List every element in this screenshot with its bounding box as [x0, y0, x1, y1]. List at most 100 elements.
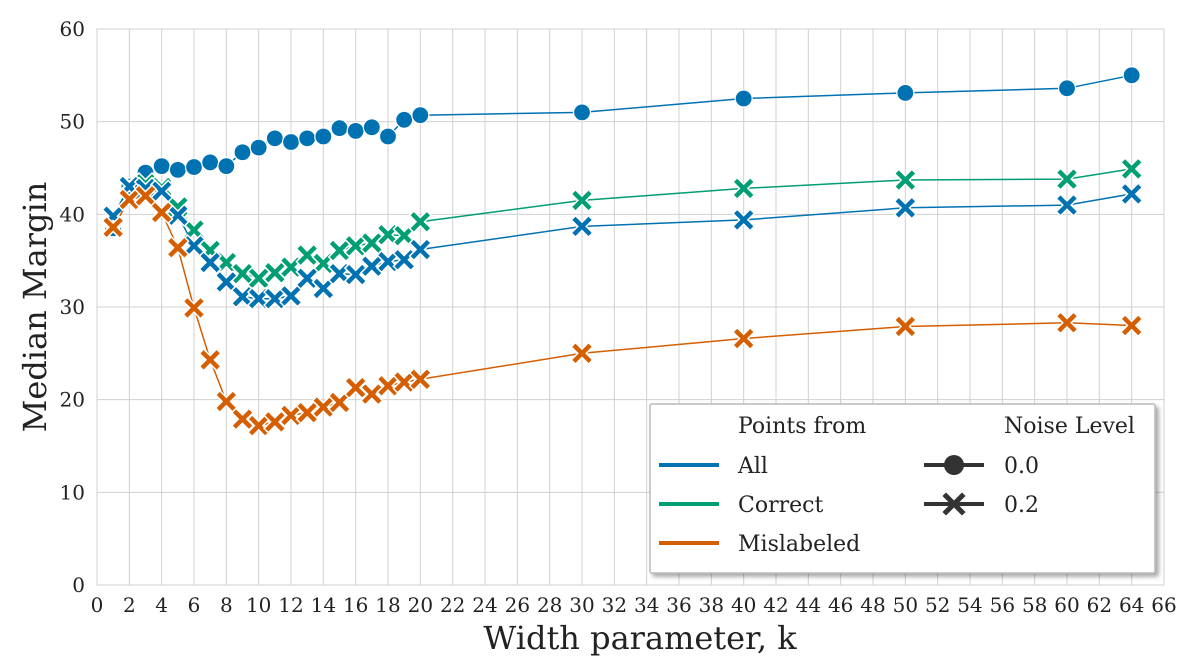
- data-point-x: [295, 243, 319, 267]
- x-axis-title: Width parameter, k: [483, 619, 797, 657]
- data-point-x: [570, 214, 594, 239]
- grid: [96, 28, 1165, 586]
- data-point-x: [279, 284, 303, 308]
- y-tick-label: 20: [60, 388, 85, 412]
- data-point-circle: [1122, 66, 1141, 85]
- data-point-x: [343, 375, 368, 400]
- x-tick-label: 56: [990, 593, 1015, 617]
- data-point-x: [392, 223, 416, 248]
- data-point-x: [1119, 313, 1144, 338]
- data-point-x: [117, 187, 142, 212]
- data-point-circle: [896, 83, 915, 103]
- data-point-circle: [298, 129, 317, 148]
- axes: Width parameter, k Median Margin 0 2 4 6 8 10…: [16, 17, 1177, 657]
- x-tick-label: 16: [343, 593, 368, 617]
- x-tick-label: 14: [311, 593, 336, 617]
- data-point-x: [570, 188, 594, 213]
- x-tick-label: 60: [1054, 593, 1079, 617]
- data-point-x: [198, 348, 222, 372]
- x-tick-label: 38: [699, 593, 724, 617]
- data-point-x: [360, 382, 384, 406]
- data-point-x: [311, 251, 336, 276]
- legend-label-noise-0: 0.0: [1004, 454, 1039, 479]
- x-tick-label: 2: [123, 593, 136, 617]
- x-tick-label: 8: [220, 593, 233, 617]
- data-point-x: [893, 314, 918, 339]
- data-point-x: [246, 286, 271, 311]
- data-point-x: [893, 168, 918, 192]
- data-point-x: [327, 238, 352, 263]
- data-point-circle: [572, 103, 592, 122]
- x-tick-label: 20: [408, 593, 433, 617]
- x-tick-label: 50: [893, 593, 918, 617]
- data-point-x: [327, 390, 352, 415]
- data-point-x: [230, 285, 255, 309]
- x-tick-label: 0: [91, 593, 104, 617]
- legend-label-mislabeled: Mislabeled: [738, 532, 860, 557]
- x-tick-label: 66: [1151, 593, 1176, 617]
- data-point-circle: [168, 160, 187, 179]
- data-point-circle: [314, 127, 333, 146]
- data-point-x: [295, 400, 319, 425]
- x-tick-label: 18: [375, 593, 400, 617]
- data-point-x: [1055, 193, 1079, 217]
- data-point-x: [408, 209, 433, 234]
- data-point-x: [376, 373, 400, 398]
- data-point-circle: [152, 157, 171, 176]
- data-point-circle: [201, 153, 220, 172]
- series-correct-0-2: [101, 157, 1144, 291]
- data-point-x: [279, 403, 303, 428]
- data-point-x: [295, 266, 319, 291]
- x-tick-label: 6: [188, 593, 201, 617]
- data-point-x: [263, 260, 287, 285]
- legend-box: [649, 403, 1156, 574]
- data-point-x: [230, 261, 255, 286]
- data-point-circle: [217, 157, 236, 176]
- x-tick-label: 22: [440, 593, 465, 617]
- data-point-x: [198, 250, 222, 275]
- data-point-circle: [249, 138, 268, 157]
- x-tick-label: 36: [666, 593, 691, 617]
- data-point-x: [214, 250, 239, 275]
- legend-label-correct: Correct: [738, 493, 823, 518]
- legend-title-points-from: Points from: [738, 414, 866, 439]
- data-point-x: [166, 203, 190, 228]
- data-point-circle: [346, 121, 365, 141]
- data-point-x: [570, 341, 594, 366]
- data-point-x: [408, 367, 433, 392]
- data-point-x: [149, 179, 174, 203]
- data-point-circle: [1057, 79, 1077, 98]
- data-point-x: [263, 286, 287, 311]
- x-tick-label: 34: [634, 593, 659, 617]
- data-point-x: [327, 261, 352, 286]
- y-tick-label: 30: [60, 295, 85, 319]
- y-tick-label: 50: [60, 110, 85, 134]
- data-point-x: [343, 262, 368, 287]
- data-point-x: [392, 247, 416, 272]
- x-tick-label: 4: [155, 593, 168, 617]
- x-tick-label: 32: [602, 593, 627, 617]
- data-point-circle: [281, 132, 301, 152]
- x-tick-label: 42: [763, 593, 788, 617]
- data-point-x: [182, 218, 206, 242]
- data-point-x: [731, 176, 756, 201]
- data-point-x: [1119, 182, 1144, 206]
- legend-label-noise-02: 0.2: [1004, 493, 1039, 518]
- data-point-x: [214, 270, 239, 294]
- x-tick-label: 48: [860, 593, 885, 617]
- x-tick-label: 26: [505, 593, 530, 617]
- y-tick-label: 0: [72, 573, 85, 597]
- data-point-x: [246, 413, 271, 438]
- legend-title-noise-level: Noise Level: [1004, 414, 1135, 439]
- legend: Points from Noise Level All Correct Misl…: [649, 403, 1156, 574]
- x-tick-label: 62: [1087, 593, 1112, 617]
- data-point-x: [360, 231, 384, 255]
- series: [101, 66, 1144, 438]
- data-point-x: [182, 296, 206, 320]
- series-line: [112, 168, 1132, 280]
- data-point-x: [246, 266, 271, 291]
- data-point-x: [392, 370, 416, 394]
- data-point-x: [893, 196, 918, 220]
